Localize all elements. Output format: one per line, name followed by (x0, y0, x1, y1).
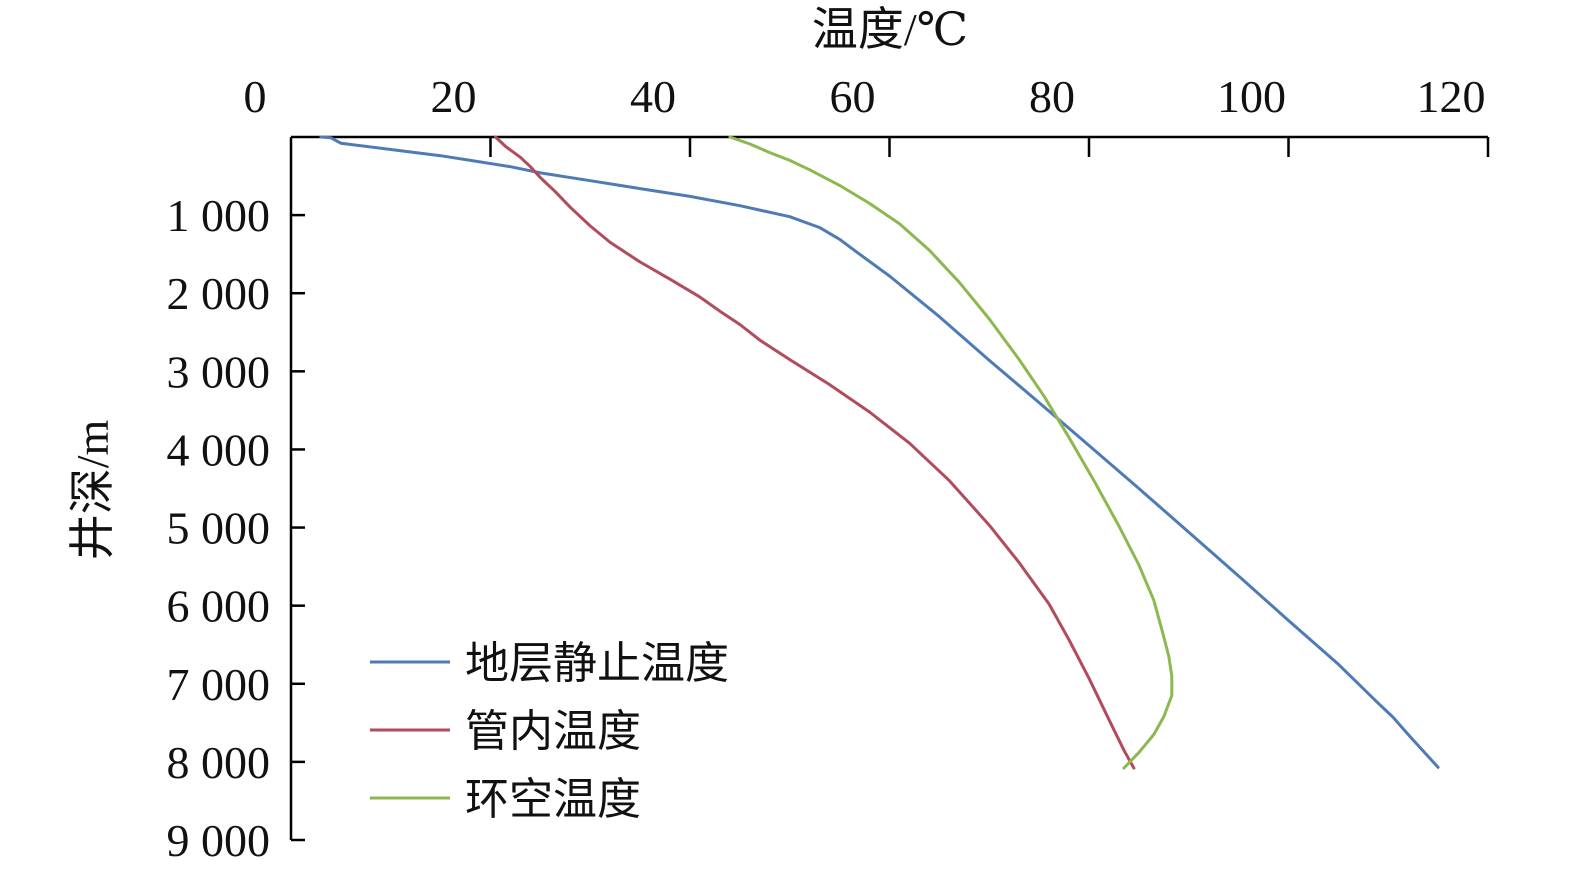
y-tick-label: 4 000 (167, 424, 271, 475)
x-ticks: 0 20 40 60 80 100 120 (244, 71, 1490, 157)
x-tick-label: 20 (431, 71, 477, 122)
legend-label-3: 环空温度 (465, 774, 641, 825)
x-tick-label: 120 (1417, 71, 1486, 122)
y-axis-title: 井深/m (67, 420, 118, 561)
y-tick-label: 2 000 (167, 268, 271, 319)
legend-label-2: 管内温度 (465, 706, 641, 757)
y-tick-label: 3 000 (167, 346, 271, 397)
y-tick-label: 6 000 (167, 581, 271, 632)
x-tick-label: 60 (830, 71, 876, 122)
y-tick-label: 8 000 (167, 737, 271, 788)
y-tick-label: 5 000 (167, 503, 271, 554)
legend-label-1: 地层静止温度 (465, 638, 729, 689)
x-tick-label: 100 (1217, 71, 1286, 122)
x-axis-title: 温度/℃ (812, 4, 968, 55)
y-tick-label: 1 000 (167, 190, 271, 241)
y-tick-label: 7 000 (167, 659, 271, 710)
series-line-2 (494, 135, 1136, 770)
y-tick-label: 9 000 (167, 815, 271, 866)
x-tick-label: 40 (630, 71, 676, 122)
series-line-3 (728, 135, 1174, 770)
series-lines (319, 135, 1440, 770)
x-tick-label: 0 (244, 71, 267, 122)
x-tick-label: 80 (1029, 71, 1075, 122)
y-ticks: 1 000 2 000 3 000 4 000 5 000 6 000 7 000 8 000… (167, 190, 305, 866)
series-line-1 (319, 135, 1440, 769)
